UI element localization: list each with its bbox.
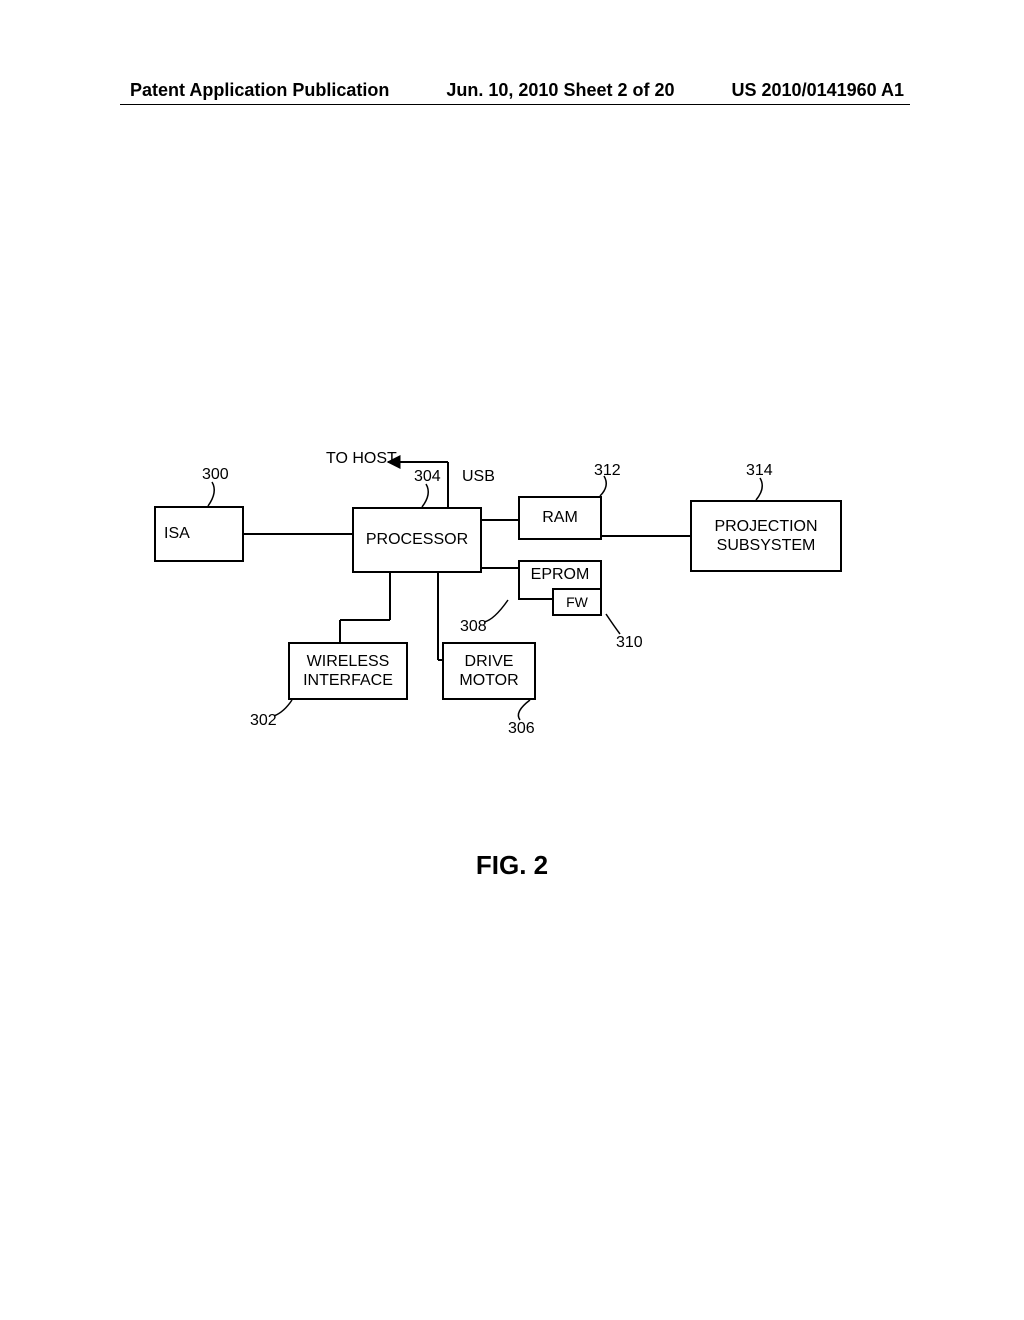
header-center: Jun. 10, 2010 Sheet 2 of 20	[446, 80, 674, 101]
block-diagram: ISA PROCESSOR RAM EPROM FW PROJECTION SU…	[120, 420, 910, 780]
header-right: US 2010/0141960 A1	[732, 80, 904, 101]
ref-310: 310	[616, 634, 643, 652]
ref-304: 304	[414, 468, 441, 486]
block-projection-text: PROJECTION SUBSYSTEM	[714, 517, 817, 555]
block-fw-text: FW	[566, 594, 588, 611]
block-isa-text: ISA	[164, 524, 190, 543]
block-wireless-text: WIRELESS INTERFACE	[303, 652, 393, 690]
ref-314: 314	[746, 462, 773, 480]
ref-308: 308	[460, 618, 487, 636]
ref-302: 302	[250, 712, 277, 730]
block-fw: FW	[552, 588, 602, 616]
header-left: Patent Application Publication	[130, 80, 389, 101]
block-ram-text: RAM	[542, 508, 578, 527]
header-rule	[120, 104, 910, 105]
block-eprom-text: EPROM	[531, 565, 590, 584]
page-header: Patent Application Publication Jun. 10, …	[0, 80, 1024, 101]
block-drive-text: DRIVE MOTOR	[459, 652, 518, 690]
block-ram: RAM	[518, 496, 602, 540]
figure-caption: FIG. 2	[0, 850, 1024, 881]
block-wireless: WIRELESS INTERFACE	[288, 642, 408, 700]
ref-312: 312	[594, 462, 621, 480]
page: Patent Application Publication Jun. 10, …	[0, 0, 1024, 1320]
label-usb: USB	[462, 468, 495, 486]
ref-306: 306	[508, 720, 535, 738]
block-processor-text: PROCESSOR	[366, 530, 468, 549]
block-processor: PROCESSOR	[352, 507, 482, 573]
block-isa: ISA	[154, 506, 244, 562]
block-projection: PROJECTION SUBSYSTEM	[690, 500, 842, 572]
label-to-host: TO HOST	[326, 450, 397, 468]
block-drive-motor: DRIVE MOTOR	[442, 642, 536, 700]
ref-300: 300	[202, 466, 229, 484]
